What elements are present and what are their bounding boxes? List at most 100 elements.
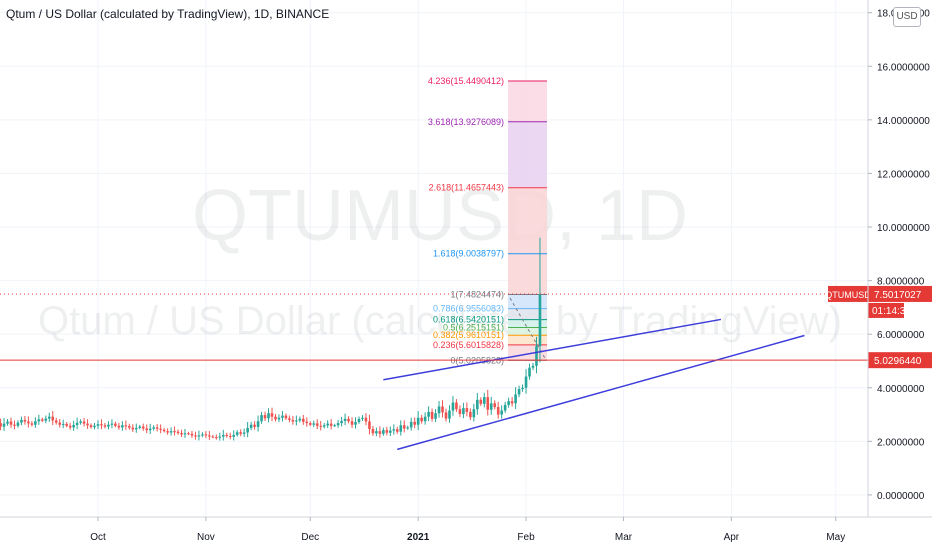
- candle-body: [364, 417, 368, 422]
- candle-body: [521, 387, 524, 390]
- fib-level-label: 1.618(9.0038797): [433, 249, 504, 259]
- candle-body: [228, 435, 232, 437]
- candle-body: [117, 425, 121, 428]
- candle-body: [385, 430, 389, 433]
- candle-body: [211, 436, 215, 438]
- candle-body: [239, 432, 242, 434]
- candle-body: [34, 421, 37, 425]
- candle-body: [51, 416, 55, 421]
- candle-body: [218, 436, 222, 438]
- candle-body: [75, 422, 79, 425]
- candle-body: [260, 415, 263, 422]
- y-tick-label: 12.0000000: [877, 169, 930, 180]
- candle-body: [427, 411, 430, 417]
- candle-body: [368, 421, 371, 430]
- fib-zone: [508, 187, 547, 254]
- candle-body: [187, 433, 190, 435]
- fib-level-label: 0.382(5.9610151): [433, 330, 504, 340]
- candle-body: [476, 399, 479, 410]
- y-tick-label: 0.0000000: [877, 491, 925, 502]
- candle-body: [382, 430, 385, 434]
- candle-body: [93, 425, 96, 428]
- candle-body: [16, 422, 20, 426]
- hline-price-badge: [868, 352, 932, 369]
- candle-body: [20, 419, 23, 423]
- candle-body: [535, 346, 538, 366]
- fib-zone: [508, 253, 547, 295]
- candle-body: [256, 421, 260, 427]
- y-tick-label: 4.0000000: [877, 384, 925, 395]
- candle-body: [472, 409, 476, 418]
- candle-body: [434, 413, 437, 419]
- candle-body: [503, 404, 507, 411]
- candle-body: [329, 423, 333, 426]
- candle-body: [462, 408, 465, 415]
- candle-body: [469, 411, 472, 418]
- watermark-symbol: QTUMUSD, 1D: [192, 176, 688, 256]
- candle-body: [44, 418, 48, 421]
- candle-body: [486, 397, 490, 410]
- fib-level-label: 0.236(5.6015828): [433, 340, 504, 350]
- fib-zone: [508, 319, 547, 328]
- x-tick-label: May: [826, 532, 845, 543]
- x-tick-label: Feb: [517, 532, 535, 543]
- candle-body: [389, 430, 392, 433]
- candle-body: [173, 431, 176, 433]
- candle-body: [319, 425, 323, 427]
- candle-body: [270, 413, 274, 417]
- candle-body: [138, 426, 142, 428]
- candle-body: [406, 427, 410, 429]
- channel-upper-line: [383, 318, 722, 381]
- candle-body: [65, 423, 68, 426]
- candle-body: [312, 423, 316, 425]
- candlestick-series: [0, 237, 542, 441]
- candle-body: [347, 418, 350, 422]
- candle-body: [267, 413, 270, 419]
- fib-zone: [508, 308, 547, 320]
- currency-button[interactable]: USD: [893, 7, 921, 27]
- candle-body: [148, 428, 152, 431]
- candle-body: [197, 435, 201, 437]
- symbol-badge: [828, 285, 868, 302]
- x-tick-label: Apr: [724, 532, 740, 543]
- time-axis: Oct Nov Dec 2021 Feb Mar Apr May: [90, 517, 845, 543]
- candle-body: [444, 412, 448, 419]
- candle-body: [399, 425, 403, 432]
- candle-body: [298, 418, 302, 421]
- x-tick-label: Oct: [90, 532, 106, 543]
- candle-body: [208, 435, 211, 437]
- candle-body: [253, 424, 256, 427]
- candle-body: [333, 425, 336, 427]
- candle-body: [204, 434, 208, 436]
- hline-price-label: 5.0296440: [874, 356, 922, 367]
- candle-body: [225, 434, 229, 436]
- fib-zone: [508, 327, 547, 336]
- candle-body: [517, 389, 521, 395]
- candle-body: [61, 423, 65, 425]
- candle-body: [232, 434, 236, 437]
- fib-zone: [508, 121, 547, 188]
- candle-body: [493, 403, 497, 408]
- candle-body: [190, 433, 194, 436]
- candle-body: [0, 423, 2, 427]
- candle-body: [54, 420, 58, 423]
- candle-body: [465, 408, 469, 412]
- candle-body: [451, 402, 455, 411]
- candle-body: [507, 401, 510, 405]
- y-tick-label: 14.0000000: [877, 116, 930, 127]
- candle-body: [89, 425, 93, 428]
- fib-level-label: 3.618(13.9276089): [428, 117, 504, 127]
- candle-body: [375, 431, 378, 434]
- candle-body: [343, 418, 347, 421]
- candle-body: [103, 425, 107, 427]
- candle-body: [395, 429, 399, 432]
- candle-body: [145, 428, 149, 431]
- candle-body: [441, 406, 444, 413]
- candle-body: [37, 419, 41, 422]
- candle-body: [295, 420, 298, 422]
- candle-body: [340, 420, 343, 424]
- candle-body: [531, 365, 535, 368]
- candle-body: [305, 421, 309, 424]
- candle-body: [96, 424, 100, 426]
